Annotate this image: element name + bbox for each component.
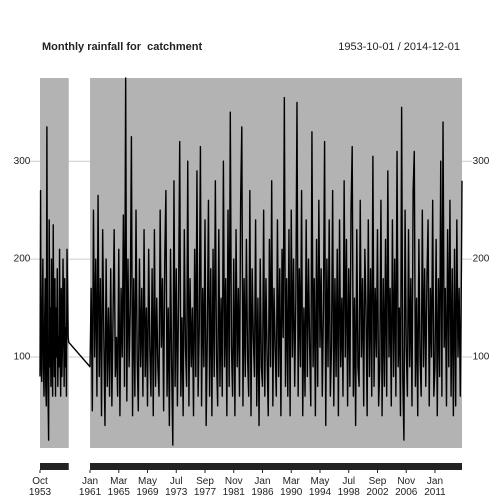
range-bar bbox=[40, 463, 69, 470]
x-tick-label: Jan 1986 bbox=[251, 476, 274, 498]
range-bar bbox=[90, 463, 462, 470]
y-tick-label-right: 300 bbox=[473, 156, 490, 167]
x-tick-label: Nov 2006 bbox=[395, 476, 418, 498]
x-tick-label: Jan 1961 bbox=[78, 476, 102, 498]
y-tick-label-right: 100 bbox=[473, 352, 490, 363]
x-tick-label: Sep 1977 bbox=[193, 476, 217, 498]
x-tick-label: Jul 1973 bbox=[165, 476, 188, 498]
x-tick-label: Mar 1965 bbox=[107, 476, 130, 498]
x-tick-label: Sep 2002 bbox=[366, 476, 389, 498]
x-tick-label: Jul 1998 bbox=[337, 476, 360, 498]
y-tick-label: 300 bbox=[14, 156, 31, 167]
y-tick-label: 200 bbox=[14, 254, 31, 265]
y-tick-label: 100 bbox=[14, 352, 31, 363]
x-tick-label: Jan 2011 bbox=[424, 476, 446, 498]
x-tick-label: Nov 1981 bbox=[222, 476, 245, 498]
chart-title: Monthly rainfall for catchment bbox=[42, 41, 202, 53]
x-tick-label: Mar 1990 bbox=[280, 476, 303, 498]
chart-subtitle: 1953-10-01 / 2014-12-01 bbox=[338, 41, 460, 53]
x-tick-label: May 1994 bbox=[308, 476, 332, 498]
x-tick-label: Oct 1953 bbox=[28, 476, 52, 498]
x-tick-label: May 1969 bbox=[136, 476, 159, 498]
series-line bbox=[39, 77, 463, 446]
y-tick-label-right: 200 bbox=[473, 254, 490, 265]
